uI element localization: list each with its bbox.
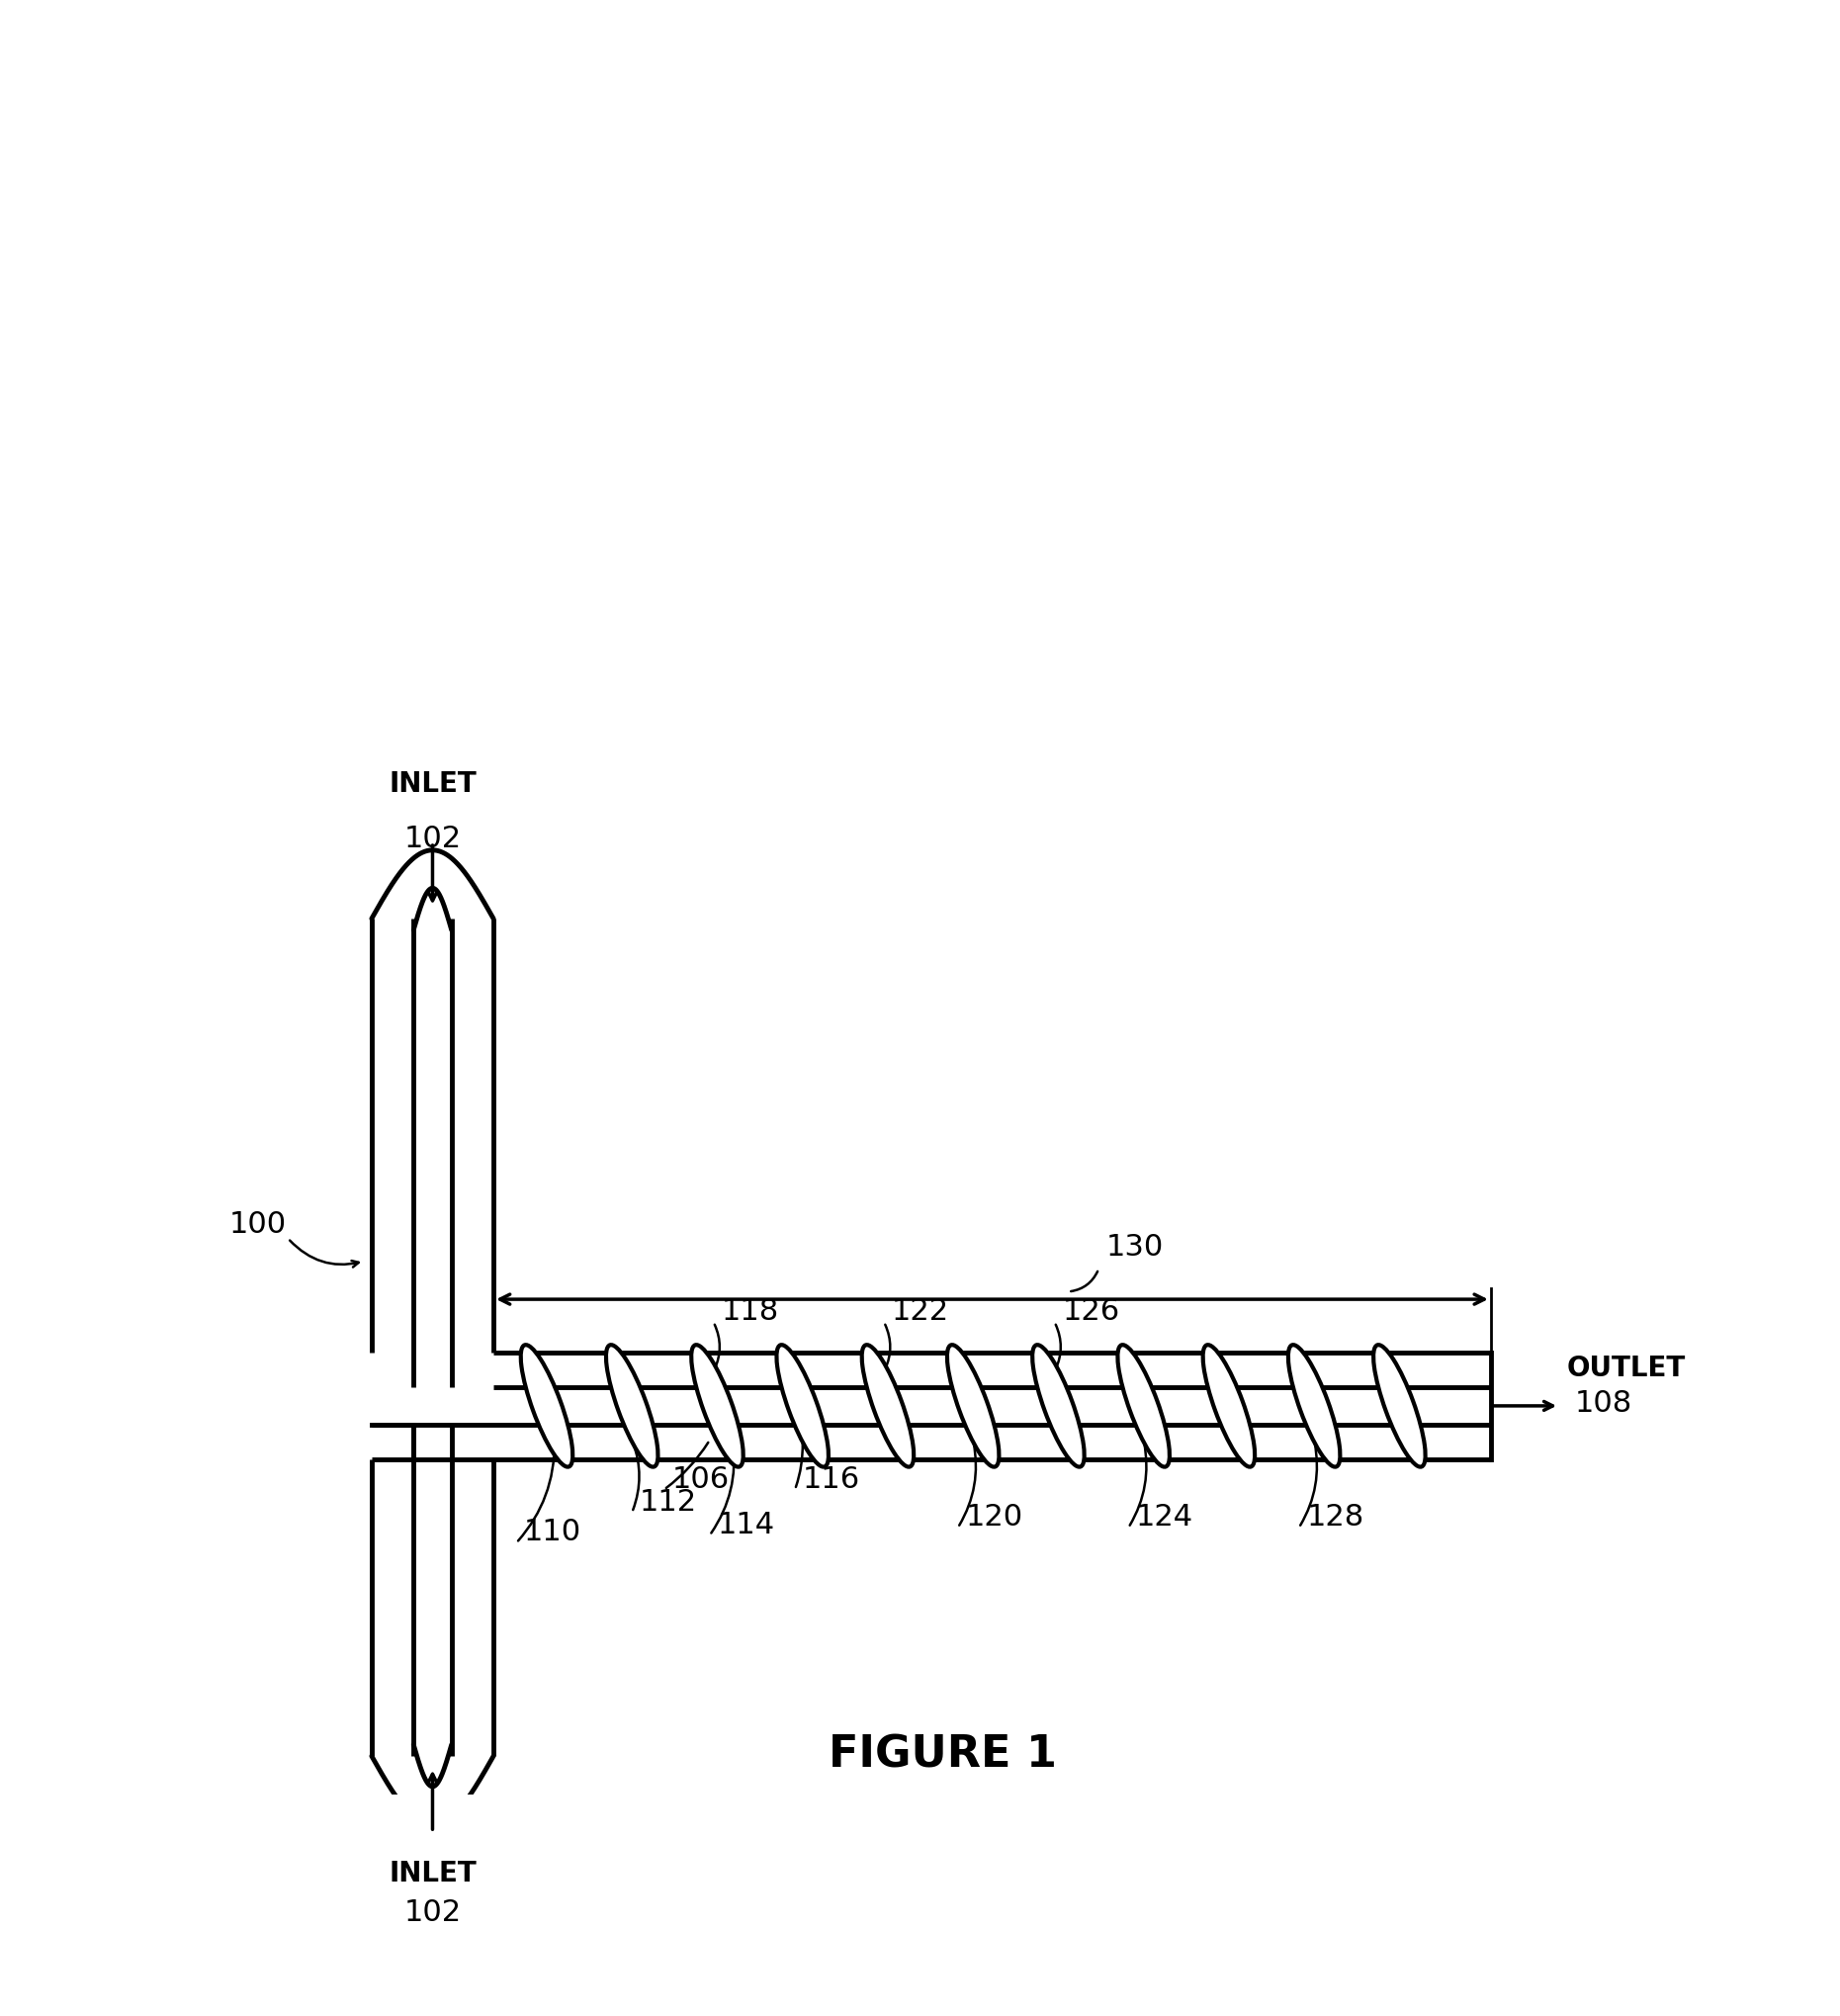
Ellipse shape: [1373, 1345, 1426, 1468]
Text: 114: 114: [718, 1510, 775, 1538]
Text: 110: 110: [524, 1518, 581, 1546]
Text: 130: 130: [1106, 1232, 1165, 1260]
Text: 120: 120: [966, 1502, 1023, 1530]
Text: 128: 128: [1306, 1502, 1363, 1530]
Text: 118: 118: [721, 1296, 778, 1325]
Text: 102: 102: [403, 825, 462, 853]
Text: 126: 126: [1062, 1296, 1119, 1325]
Text: 106: 106: [672, 1464, 729, 1492]
Ellipse shape: [861, 1345, 914, 1468]
Ellipse shape: [521, 1345, 572, 1468]
Text: OUTLET: OUTLET: [1568, 1355, 1685, 1381]
Ellipse shape: [692, 1345, 743, 1468]
FancyArrowPatch shape: [289, 1240, 359, 1268]
Text: 100: 100: [228, 1210, 287, 1238]
Ellipse shape: [776, 1345, 828, 1468]
Text: 108: 108: [1575, 1389, 1632, 1417]
Ellipse shape: [1203, 1345, 1255, 1468]
FancyArrowPatch shape: [1071, 1272, 1098, 1292]
Text: FIGURE 1: FIGURE 1: [828, 1734, 1056, 1776]
Text: 112: 112: [640, 1488, 697, 1516]
Ellipse shape: [1117, 1345, 1170, 1468]
Text: 124: 124: [1135, 1502, 1194, 1530]
Ellipse shape: [1032, 1345, 1084, 1468]
Text: 122: 122: [892, 1296, 949, 1325]
Text: 116: 116: [802, 1464, 859, 1492]
Ellipse shape: [605, 1345, 659, 1468]
Text: INLET: INLET: [388, 1859, 477, 1887]
Ellipse shape: [1288, 1345, 1340, 1468]
Ellipse shape: [948, 1345, 999, 1468]
Text: INLET: INLET: [388, 770, 477, 798]
Text: 102: 102: [403, 1897, 462, 1925]
